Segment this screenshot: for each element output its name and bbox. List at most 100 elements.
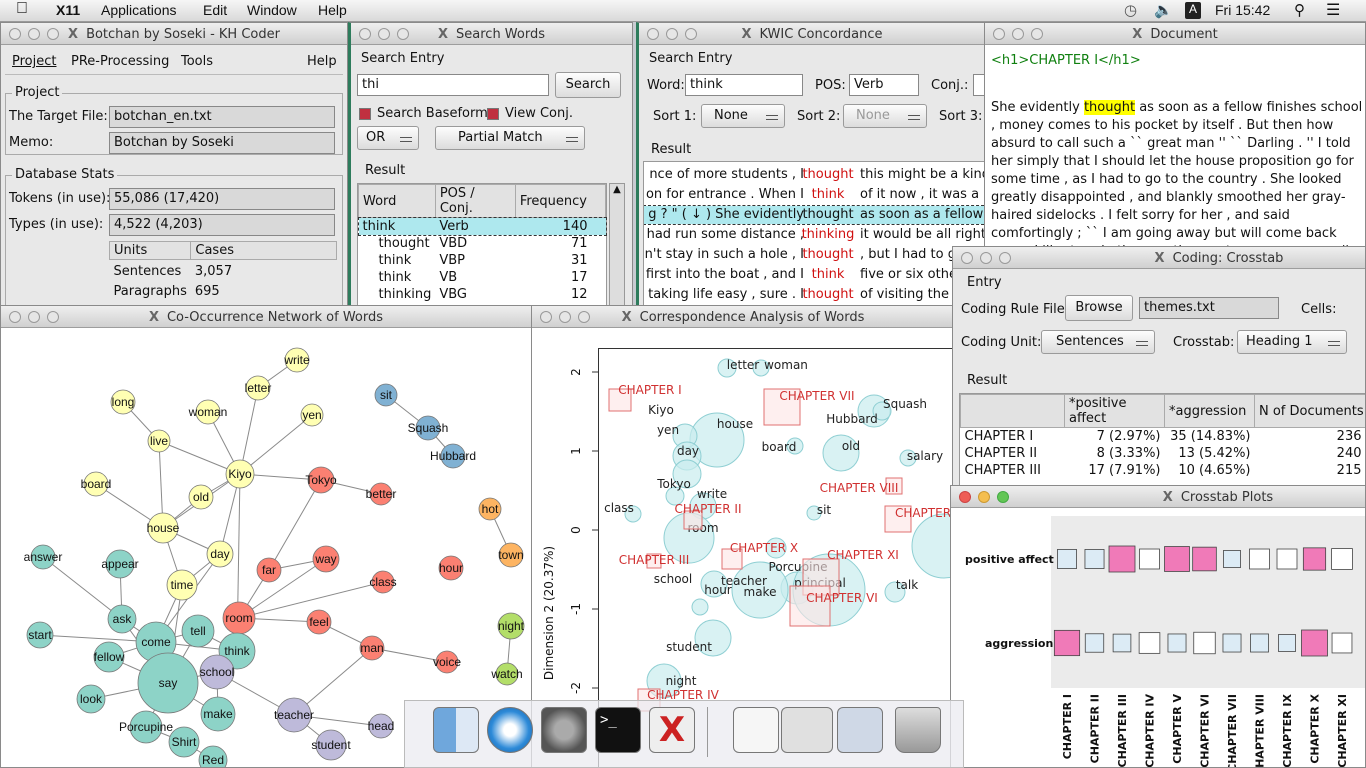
- network-node[interactable]: [368, 713, 394, 739]
- input-source-icon[interactable]: A: [1185, 2, 1201, 19]
- menu-applications[interactable]: Applications: [101, 2, 177, 18]
- network-node[interactable]: [276, 697, 312, 733]
- crosstab-select[interactable]: Heading 1: [1237, 330, 1347, 354]
- table-row[interactable]: Sentences 3,057: [110, 260, 337, 281]
- search-baseform-checkbox[interactable]: Search Baseform: [359, 106, 488, 121]
- kwic-line[interactable]: g ? " ( ↓ ) She evidently thought as soon …: [644, 205, 985, 225]
- cases-header[interactable]: Cases: [190, 241, 337, 260]
- network-node[interactable]: [93, 641, 125, 673]
- n-documents-header[interactable]: N of Documents: [1254, 394, 1365, 428]
- kwic-conj-input[interactable]: [973, 74, 985, 96]
- network-node[interactable]: [198, 745, 228, 768]
- network-node[interactable]: [30, 544, 56, 570]
- kwic-pos-input[interactable]: Verb: [849, 74, 919, 96]
- positive-affect-header[interactable]: *positive affect: [1064, 394, 1165, 428]
- network-node[interactable]: [307, 466, 335, 494]
- ca-titlebar[interactable]: X Correspondence Analysis of Words: [532, 306, 954, 328]
- system-preferences-icon[interactable]: [541, 707, 587, 753]
- frequency-header[interactable]: Frequency: [514, 184, 607, 218]
- network-node[interactable]: [359, 635, 385, 661]
- network-node[interactable]: [369, 482, 393, 506]
- aggression-header[interactable]: *aggression: [1164, 394, 1255, 428]
- network-node[interactable]: [315, 729, 347, 761]
- network-node[interactable]: [435, 650, 459, 674]
- app-menu-x11[interactable]: X11: [56, 2, 81, 18]
- coding-titlebar[interactable]: X Coding: Crosstab: [953, 247, 1365, 269]
- screen-sharing-icon[interactable]: [837, 707, 883, 753]
- plots-titlebar[interactable]: X Crosstab Plots: [951, 486, 1365, 508]
- x11-icon[interactable]: X: [649, 707, 695, 753]
- safari-icon[interactable]: [487, 707, 533, 753]
- network-node[interactable]: [166, 569, 198, 601]
- network-node[interactable]: [245, 375, 271, 401]
- target-file-field[interactable]: botchan_en.txt: [109, 106, 335, 128]
- network-titlebar[interactable]: X Co-Occurrence Network of Words: [1, 306, 531, 328]
- chapter-header[interactable]: [960, 394, 1065, 428]
- network-node[interactable]: [199, 654, 235, 690]
- document-titlebar[interactable]: X Document: [985, 23, 1365, 45]
- menu-kh-help[interactable]: Help: [307, 54, 337, 69]
- network-node[interactable]: [206, 540, 234, 568]
- minimize-icon[interactable]: [978, 491, 990, 503]
- word-header[interactable]: Word: [358, 184, 436, 218]
- table-row[interactable]: thought VBD 71: [359, 235, 606, 252]
- network-node[interactable]: [306, 609, 332, 635]
- menu-edit[interactable]: Edit: [203, 2, 228, 18]
- network-node[interactable]: [147, 512, 179, 544]
- network-node[interactable]: [284, 347, 310, 373]
- search-button[interactable]: Search: [555, 72, 621, 98]
- apple-icon[interactable]: : [16, 0, 28, 18]
- memo-field[interactable]: Botchan by Soseki: [109, 132, 335, 154]
- crosstab-plot-grid[interactable]: CHAPTER I CHAPTER II CHAPTER III CHAPTER IV…: [951, 486, 1366, 768]
- close-icon[interactable]: [959, 491, 971, 503]
- network-node[interactable]: [129, 710, 163, 744]
- network-node[interactable]: [107, 604, 137, 634]
- network-node[interactable]: [312, 545, 340, 573]
- pos-header[interactable]: POS / Conj.: [434, 184, 516, 218]
- notification-list-icon[interactable]: ☰: [1326, 2, 1341, 19]
- menu-help[interactable]: Help: [318, 2, 347, 18]
- preview-icon[interactable]: [733, 707, 779, 753]
- or-select[interactable]: OR: [357, 126, 419, 150]
- network-node[interactable]: [195, 399, 221, 425]
- table-row[interactable]: think Verb 140: [357, 216, 607, 236]
- coding-unit-select[interactable]: Sentences: [1041, 330, 1155, 354]
- network-node[interactable]: [495, 662, 519, 686]
- network-node[interactable]: [83, 471, 109, 497]
- network-node[interactable]: [26, 621, 54, 649]
- network-node[interactable]: [438, 555, 464, 581]
- network-node[interactable]: [374, 383, 398, 407]
- clock[interactable]: Fri 15:42: [1215, 2, 1271, 18]
- network-node[interactable]: [168, 726, 200, 758]
- menu-window[interactable]: Window: [247, 2, 297, 18]
- terminal-icon[interactable]: >_: [595, 707, 641, 753]
- network-node[interactable]: [188, 484, 214, 510]
- kwic-line[interactable]: first into the boat , and I think five or …: [644, 266, 985, 284]
- view-conj-checkbox[interactable]: View Conj.: [487, 106, 573, 121]
- network-node[interactable]: [181, 614, 215, 648]
- network-node[interactable]: [200, 696, 236, 732]
- table-row[interactable]: CHAPTER III 17 (7.91%) 10 (4.65%) 215: [961, 462, 1366, 479]
- kwic-line[interactable]: had run some distance , thinking it would …: [644, 226, 985, 244]
- table-row[interactable]: Paragraphs 695: [110, 280, 337, 300]
- network-node[interactable]: [225, 459, 255, 489]
- kwic-titlebar[interactable]: X KWIC Concordance: [639, 23, 985, 45]
- trash-icon[interactable]: [895, 707, 941, 753]
- sort1-select[interactable]: None: [701, 104, 785, 128]
- network-node[interactable]: [256, 557, 282, 583]
- table-row[interactable]: thinking VBG 12: [359, 286, 606, 303]
- network-node[interactable]: [105, 549, 135, 579]
- time-machine-icon[interactable]: ◷: [1124, 2, 1138, 19]
- table-row[interactable]: think VBP 31: [359, 252, 606, 269]
- finder-icon[interactable]: [433, 707, 479, 753]
- network-node[interactable]: [498, 542, 524, 568]
- network-node[interactable]: [415, 415, 441, 441]
- keyboard-viewer-icon[interactable]: [781, 707, 833, 753]
- khcoder-titlebar[interactable]: X Botchan by Soseki - KH Coder: [1, 23, 347, 45]
- network-node[interactable]: [478, 497, 502, 521]
- table-row[interactable]: think VB 17: [359, 269, 606, 286]
- menu-preprocessing[interactable]: PRe-Processing: [71, 54, 170, 69]
- volume-icon[interactable]: 🔈: [1154, 2, 1173, 19]
